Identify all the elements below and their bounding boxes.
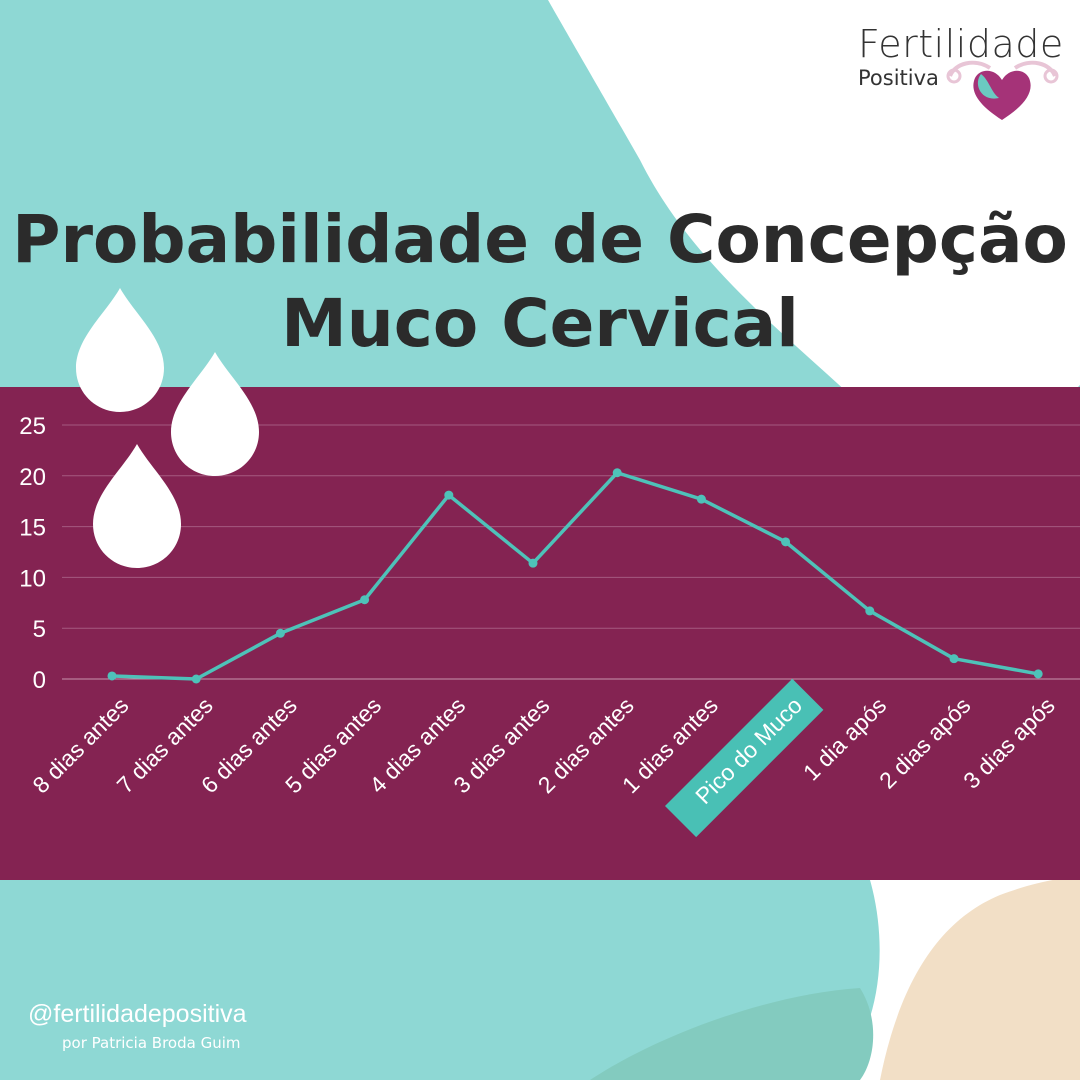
data-point	[1033, 669, 1043, 679]
logo-tagline: Positiva	[858, 66, 939, 90]
water-drop-icon	[76, 288, 164, 412]
data-point	[865, 606, 875, 616]
data-point	[360, 595, 370, 605]
y-tick-label: 0	[33, 667, 46, 694]
highlight-box	[665, 678, 824, 838]
x-category-group: 3 dias após	[958, 692, 1060, 794]
y-tick-label: 5	[33, 616, 46, 643]
data-point	[528, 558, 538, 568]
y-tick-label: 25	[19, 413, 46, 440]
logo-name: Fertilidade	[858, 22, 1064, 66]
data-point	[191, 674, 201, 684]
data-point	[696, 494, 706, 504]
instagram-handle: @fertilidadepositiva	[28, 1000, 247, 1028]
y-tick-label: 15	[19, 515, 46, 542]
data-point	[444, 490, 454, 500]
water-drop-icon	[171, 352, 259, 476]
author-byline: por Patricia Broda Guim	[62, 1034, 241, 1052]
y-tick-label: 20	[19, 464, 46, 491]
data-point	[612, 468, 622, 478]
x-category-label: 3 dias após	[958, 692, 1060, 794]
series-line	[111, 471, 1039, 681]
x-category-group: Pico do Muco	[665, 678, 824, 838]
grid-layer	[62, 424, 1080, 680]
teal-dark-blob	[590, 988, 874, 1080]
title-line-2: Muco Cervical	[281, 285, 799, 362]
series-layer	[107, 468, 1043, 684]
data-point	[107, 671, 117, 681]
chart-band	[0, 387, 1080, 880]
data-point	[781, 537, 791, 547]
title-line-1: Probabilidade de Concepção	[12, 201, 1068, 278]
y-tick-label: 10	[19, 565, 46, 592]
y-tick-layer: 0 5 10 15 20 25	[19, 413, 46, 694]
water-drop-icon	[93, 444, 181, 568]
data-point	[275, 628, 285, 638]
uterus-heart-icon	[946, 60, 1059, 120]
peach-blob	[880, 876, 1080, 1080]
data-point	[949, 654, 959, 664]
